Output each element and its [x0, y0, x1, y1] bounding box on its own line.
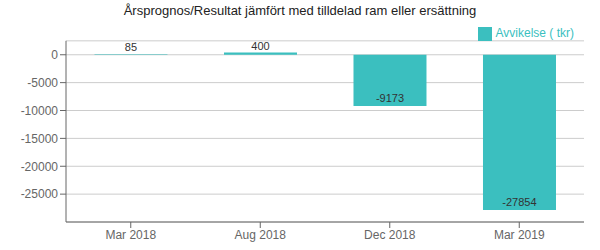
svg-text:-20000: -20000 — [21, 160, 59, 174]
svg-text:Mar 2018: Mar 2018 — [105, 228, 156, 242]
svg-text:-9173: -9173 — [376, 92, 404, 104]
svg-text:-25000: -25000 — [21, 187, 59, 201]
svg-text:-5000: -5000 — [27, 76, 58, 90]
svg-text:-27854: -27854 — [502, 196, 536, 208]
svg-text:0: 0 — [51, 48, 58, 62]
svg-text:400: 400 — [251, 40, 269, 52]
svg-text:85: 85 — [125, 41, 137, 53]
svg-text:Aug 2018: Aug 2018 — [235, 228, 287, 242]
html-text:Årsprognos/Resultat jämfört me: Årsprognos/Resultat jämfört med tilldela… — [123, 3, 477, 18]
html-text:Avvikelse ( tkr): Avvikelse ( tkr) — [495, 26, 574, 40]
svg-text:-10000: -10000 — [21, 104, 59, 118]
svg-text:Dec 2018: Dec 2018 — [364, 228, 416, 242]
svg-text:Mar 2019: Mar 2019 — [494, 228, 545, 242]
svg-text:-15000: -15000 — [21, 132, 59, 146]
